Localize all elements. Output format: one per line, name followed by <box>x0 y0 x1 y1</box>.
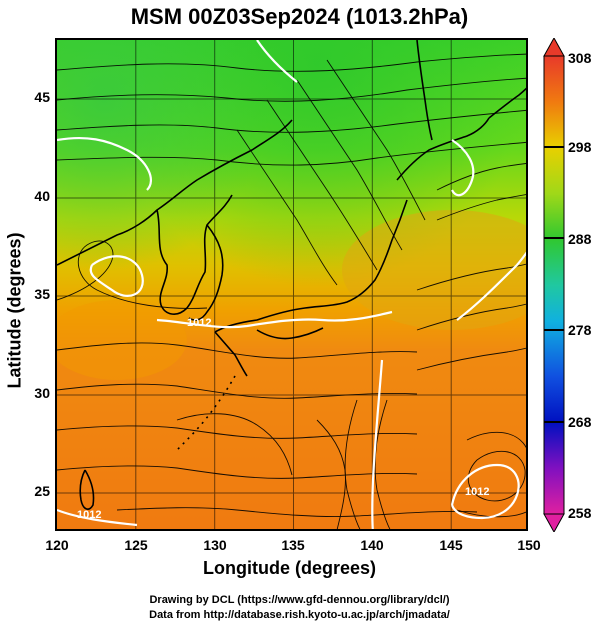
lat-lon-grid <box>57 40 526 529</box>
y-tick-label: 25 <box>34 483 50 499</box>
colorbar-bottom-triangle <box>543 513 565 532</box>
map-plot-area: 1012 1012 1012 <box>55 38 528 531</box>
credit-drawing: Drawing by DCL (https://www.gfd-dennou.o… <box>149 594 450 606</box>
x-tick-label: 120 <box>45 537 69 553</box>
x-tick-label: 150 <box>517 537 541 553</box>
colorbar-label: 258 <box>568 505 592 521</box>
x-tick-label: 135 <box>281 537 305 553</box>
x-tick-label: 140 <box>360 537 384 553</box>
colorbar-label: 268 <box>568 414 592 430</box>
x-tick-label: 130 <box>203 537 227 553</box>
x-tick-label: 125 <box>124 537 148 553</box>
colorbar-label: 298 <box>568 139 592 155</box>
map-canvas: 1012 1012 1012 <box>57 40 526 529</box>
x-axis-label: Longitude (degrees) <box>202 558 376 578</box>
y-tick-label: 40 <box>34 188 50 204</box>
isobar-label: 1012 <box>77 509 101 521</box>
warm-region-west <box>57 300 187 380</box>
colorbar-label: 308 <box>568 50 592 66</box>
colorbar-label: 288 <box>568 231 592 247</box>
coastlines <box>57 40 526 510</box>
isobar-label: 1012 <box>187 317 211 329</box>
isobars <box>57 40 526 529</box>
y-axis-label: Latitude (degrees) <box>4 232 25 389</box>
colorbar <box>543 38 565 532</box>
credit-data: Data from http://database.rish.kyoto-u.a… <box>149 609 450 621</box>
y-tick-label: 30 <box>34 385 50 401</box>
colorbar-gradient <box>543 55 565 515</box>
y-tick-label: 45 <box>34 89 50 105</box>
colorbar-ticks <box>544 146 564 423</box>
x-tick-label: 145 <box>439 537 463 553</box>
colorbar-label: 278 <box>568 322 592 338</box>
colorbar-top-triangle <box>543 38 565 57</box>
y-tick-label: 35 <box>34 286 50 302</box>
wind-streamlines <box>57 53 526 529</box>
isobar-label: 1012 <box>465 486 489 498</box>
map-title: MSM 00Z03Sep2024 (1013.2hPa) <box>130 4 469 29</box>
